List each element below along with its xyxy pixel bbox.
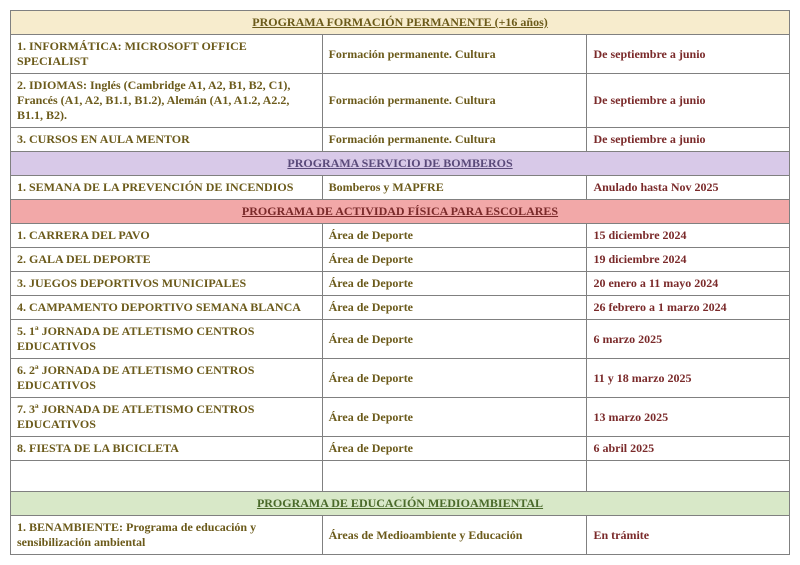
- table-row: 4. CAMPAMENTO DEPORTIVO SEMANA BLANCA Ár…: [11, 296, 790, 320]
- section-header-bomberos: PROGRAMA SERVICIO DE BOMBEROS: [11, 152, 790, 176]
- row-area: Área de Deporte: [322, 296, 587, 320]
- row-name: 1. CARRERA DEL PAVO: [11, 224, 323, 248]
- table-row: 2. IDIOMAS: Inglés (Cambridge A1, A2, B1…: [11, 74, 790, 128]
- row-area: Formación permanente. Cultura: [322, 74, 587, 128]
- row-area: Área de Deporte: [322, 437, 587, 461]
- table-row: 1. SEMANA DE LA PREVENCIÓN DE INCENDIOS …: [11, 176, 790, 200]
- section-title: PROGRAMA DE ACTIVIDAD FÍSICA PARA ESCOLA…: [11, 200, 790, 224]
- row-date: De septiembre a junio: [587, 35, 790, 74]
- row-area: Bomberos y MAPFRE: [322, 176, 587, 200]
- section-title: PROGRAMA FORMACIÓN PERMANENTE (+16 años): [11, 11, 790, 35]
- row-area: Formación permanente. Cultura: [322, 128, 587, 152]
- row-date: 6 marzo 2025: [587, 320, 790, 359]
- table-row: 5. 1ª JORNADA DE ATLETISMO CENTROS EDUCA…: [11, 320, 790, 359]
- spacer-cell: [587, 461, 790, 492]
- row-date: De septiembre a junio: [587, 74, 790, 128]
- row-name: 5. 1ª JORNADA DE ATLETISMO CENTROS EDUCA…: [11, 320, 323, 359]
- table-row: 8. FIESTA DE LA BICICLETA Área de Deport…: [11, 437, 790, 461]
- table-row: 2. GALA DEL DEPORTE Área de Deporte 19 d…: [11, 248, 790, 272]
- row-area: Área de Deporte: [322, 359, 587, 398]
- row-area: Área de Deporte: [322, 320, 587, 359]
- row-area: Área de Deporte: [322, 272, 587, 296]
- row-date: 13 marzo 2025: [587, 398, 790, 437]
- row-name: 3. JUEGOS DEPORTIVOS MUNICIPALES: [11, 272, 323, 296]
- row-name: 1. INFORMÁTICA: MICROSOFT OFFICE SPECIAL…: [11, 35, 323, 74]
- row-area: Formación permanente. Cultura: [322, 35, 587, 74]
- row-date: 26 febrero a 1 marzo 2024: [587, 296, 790, 320]
- row-date: 15 diciembre 2024: [587, 224, 790, 248]
- row-date: 6 abril 2025: [587, 437, 790, 461]
- row-name: 4. CAMPAMENTO DEPORTIVO SEMANA BLANCA: [11, 296, 323, 320]
- section-header-escolares: PROGRAMA DE ACTIVIDAD FÍSICA PARA ESCOLA…: [11, 200, 790, 224]
- row-area: Área de Deporte: [322, 398, 587, 437]
- table-row: 3. CURSOS EN AULA MENTOR Formación perma…: [11, 128, 790, 152]
- row-name: 6. 2ª JORNADA DE ATLETISMO CENTROS EDUCA…: [11, 359, 323, 398]
- table-row: 1. CARRERA DEL PAVO Área de Deporte 15 d…: [11, 224, 790, 248]
- row-name: 7. 3ª JORNADA DE ATLETISMO CENTROS EDUCA…: [11, 398, 323, 437]
- row-date: 11 y 18 marzo 2025: [587, 359, 790, 398]
- row-name: 8. FIESTA DE LA BICICLETA: [11, 437, 323, 461]
- row-name: 3. CURSOS EN AULA MENTOR: [11, 128, 323, 152]
- row-name: 1. SEMANA DE LA PREVENCIÓN DE INCENDIOS: [11, 176, 323, 200]
- spacer-cell: [322, 461, 587, 492]
- section-header-formacion: PROGRAMA FORMACIÓN PERMANENTE (+16 años): [11, 11, 790, 35]
- table-row: 1. INFORMÁTICA: MICROSOFT OFFICE SPECIAL…: [11, 35, 790, 74]
- spacer-cell: [11, 461, 323, 492]
- row-date: Anulado hasta Nov 2025: [587, 176, 790, 200]
- row-name: 2. IDIOMAS: Inglés (Cambridge A1, A2, B1…: [11, 74, 323, 128]
- program-table: PROGRAMA FORMACIÓN PERMANENTE (+16 años)…: [10, 10, 790, 555]
- spacer-row: [11, 461, 790, 492]
- row-area: Área de Deporte: [322, 248, 587, 272]
- section-title: PROGRAMA DE EDUCACIÓN MEDIOAMBIENTAL: [11, 492, 790, 516]
- section-header-medioambiente: PROGRAMA DE EDUCACIÓN MEDIOAMBIENTAL: [11, 492, 790, 516]
- table-row: 3. JUEGOS DEPORTIVOS MUNICIPALES Área de…: [11, 272, 790, 296]
- row-date: 19 diciembre 2024: [587, 248, 790, 272]
- row-date: De septiembre a junio: [587, 128, 790, 152]
- table-row: 7. 3ª JORNADA DE ATLETISMO CENTROS EDUCA…: [11, 398, 790, 437]
- row-area: Área de Deporte: [322, 224, 587, 248]
- section-title: PROGRAMA SERVICIO DE BOMBEROS: [11, 152, 790, 176]
- row-date: 20 enero a 11 mayo 2024: [587, 272, 790, 296]
- table-row: 6. 2ª JORNADA DE ATLETISMO CENTROS EDUCA…: [11, 359, 790, 398]
- row-name: 2. GALA DEL DEPORTE: [11, 248, 323, 272]
